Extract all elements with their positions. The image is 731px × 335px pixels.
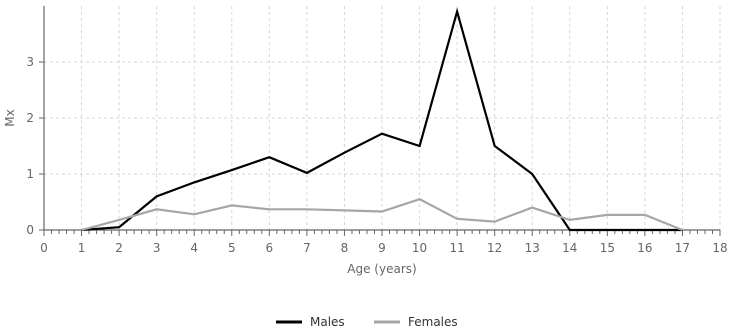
x-tick-label-3: 3: [153, 241, 161, 255]
x-tick-label-8: 8: [341, 241, 349, 255]
x-axis-title: Age (years): [347, 262, 416, 276]
x-axis-minor-ticks: [43, 230, 721, 236]
x-tick-label-16: 16: [637, 241, 652, 255]
legend-item-males: Males: [276, 315, 345, 329]
x-tick-label-17: 17: [675, 241, 690, 255]
y-axis-title: Mx: [3, 109, 17, 126]
x-tick-label-14: 14: [562, 241, 577, 255]
x-tick-label-10: 10: [412, 241, 427, 255]
x-tick-label-13: 13: [525, 241, 540, 255]
y-tick-label-0: 0: [26, 223, 34, 237]
x-tick-label-1: 1: [78, 241, 86, 255]
x-tick-label-11: 11: [449, 241, 464, 255]
x-tick-label-9: 9: [378, 241, 386, 255]
x-tick-label-7: 7: [303, 241, 311, 255]
x-tick-label-15: 15: [600, 241, 615, 255]
legend: Males Females: [276, 315, 458, 329]
x-tick-label-5: 5: [228, 241, 236, 255]
legend-label-males: Males: [310, 315, 345, 329]
x-tick-label-2: 2: [115, 241, 123, 255]
x-tick-label-0: 0: [40, 241, 48, 255]
x-tick-label-6: 6: [266, 241, 274, 255]
series-line-females: [81, 198, 683, 232]
legend-item-females: Females: [374, 315, 458, 329]
grid-lines: [44, 6, 721, 230]
y-tick-label-2: 2: [26, 111, 34, 125]
y-axis-ticks: 0 1 2 3: [26, 55, 44, 237]
x-tick-label-12: 12: [487, 241, 502, 255]
y-tick-label-3: 3: [26, 55, 34, 69]
series-lines: [81, 7, 683, 232]
legend-label-females: Females: [408, 315, 458, 329]
x-axis-ticks: 0 1 2 3 4 5 6 7 8 9 10 11 12 13 14 15 16 17 18: [40, 241, 727, 255]
series-line-males: [81, 7, 683, 232]
y-tick-label-1: 1: [26, 167, 34, 181]
x-tick-label-4: 4: [190, 241, 198, 255]
x-tick-label-18: 18: [712, 241, 727, 255]
